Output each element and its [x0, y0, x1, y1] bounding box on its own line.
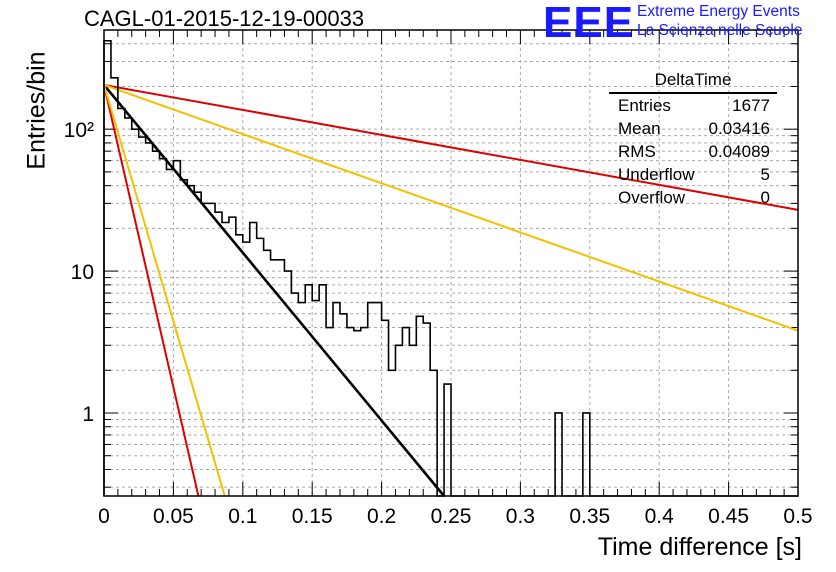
- x-tick-label: 0.3: [506, 505, 535, 528]
- x-tick-label: 0.35: [569, 505, 610, 528]
- logo-line-1: Extreme Energy Events: [637, 3, 800, 20]
- stats-value: 1677: [732, 96, 770, 115]
- stats-value: 0.03416: [708, 119, 770, 138]
- fit-line: [103, 84, 200, 497]
- stats-value: 0: [760, 188, 770, 207]
- stats-row-overflow: Overflow 0: [612, 186, 772, 209]
- x-tick-label: 0.45: [708, 505, 749, 528]
- stats-row-rms: RMS 0.04089: [612, 140, 772, 163]
- grid-layer: [104, 30, 798, 496]
- y-tick-label: 1: [82, 403, 94, 426]
- chart-title: CAGL-01-2015-12-19-00033: [84, 6, 365, 31]
- x-tick-label: 0.15: [292, 505, 333, 528]
- y-tick-label: 10²: [64, 119, 94, 142]
- stats-label: Underflow: [618, 165, 695, 184]
- plot-frame: [103, 29, 799, 497]
- stats-value: 5: [760, 165, 770, 184]
- stats-label: Entries: [618, 96, 671, 115]
- stats-box: DeltaTime Entries 1677 Mean 0.03416 RMS …: [609, 70, 777, 209]
- stats-label: RMS: [618, 142, 656, 161]
- fit-line: [103, 83, 799, 211]
- stats-value: 0.04089: [708, 142, 770, 161]
- y-axis-label: Entries/bin: [22, 51, 51, 170]
- x-tick-label: 0.1: [228, 505, 257, 528]
- stats-label: Overflow: [618, 188, 686, 207]
- y-tick-label: 10: [71, 261, 94, 284]
- tick-labels: 0 0.05 0.1 0.15 0.2 0.25 0.3 0.35 0.4 0.45 0.5 1 10 1…: [64, 119, 813, 528]
- axis-ticks: [103, 30, 799, 496]
- x-tick-label: 0.25: [431, 505, 472, 528]
- x-tick-label: 0.2: [367, 505, 396, 528]
- stats-label: Mean: [618, 119, 661, 138]
- stats-row-entries: Entries 1677: [612, 94, 772, 117]
- stats-row-underflow: Underflow 5: [612, 163, 772, 186]
- stats-title: DeltaTime: [609, 70, 777, 94]
- x-tick-label: 0: [98, 505, 110, 528]
- x-tick-label: 0.05: [153, 505, 194, 528]
- fit-line: [102, 84, 446, 497]
- logo-line-2: La Scienza nelle Scuole: [637, 22, 803, 39]
- fit-line: [103, 84, 226, 497]
- fit-curves: [102, 83, 799, 497]
- eee-logo: EEE: [543, 0, 635, 47]
- x-tick-label: 0.4: [645, 505, 675, 528]
- stats-row-mean: Mean 0.03416: [612, 117, 772, 140]
- x-axis-label: Time difference [s]: [597, 533, 802, 561]
- x-tick-label: 0.5: [783, 505, 812, 528]
- eee-logo-text: Extreme Energy Events La Scienza nelle S…: [637, 2, 802, 40]
- fit-line: [103, 84, 799, 332]
